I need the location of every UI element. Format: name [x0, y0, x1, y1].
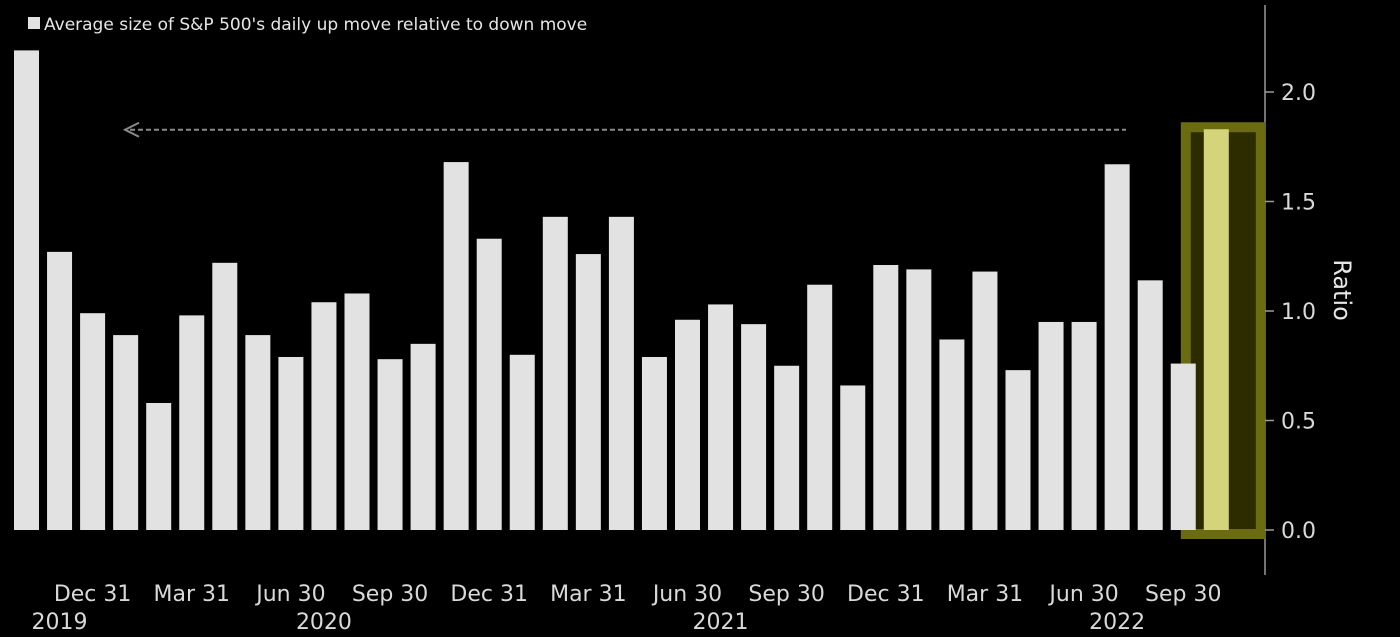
x-tick-label: Dec 31: [847, 582, 925, 607]
bar-21: [708, 304, 734, 530]
y-tick-label: 1.5: [1281, 191, 1316, 216]
bar-3: [113, 335, 139, 530]
year-label: 2022: [1089, 610, 1145, 635]
bar-28: [939, 339, 965, 530]
bar-10: [344, 293, 370, 530]
x-tick-label: Sep 30: [1145, 582, 1221, 607]
bar-12: [410, 343, 436, 530]
bar-20: [675, 319, 700, 530]
bar-17: [575, 254, 601, 530]
y-tick-label: 1.0: [1281, 300, 1316, 325]
bar-1: [47, 251, 73, 530]
bar-19: [641, 356, 667, 530]
x-axis-ticks: Dec 31 Mar 31 Jun 30 Sep 30 Dec 31 Mar 31 Jun …: [54, 582, 1222, 607]
bar-7: [245, 335, 271, 530]
x-tick-label: Jun 30: [651, 582, 722, 607]
bar-23: [774, 365, 800, 530]
year-label: 2019: [32, 610, 88, 635]
bar-0: [14, 50, 39, 530]
bar-13: [443, 162, 469, 530]
x-tick-label: Jun 30: [1047, 582, 1118, 607]
bar-8: [278, 356, 304, 530]
bar-6: [212, 262, 238, 530]
legend: Average size of S&P 500's daily up move …: [28, 15, 587, 35]
reference-arrow: [122, 121, 1126, 138]
x-tick-label: Dec 31: [450, 582, 528, 607]
reference-arrowhead: [122, 121, 140, 138]
x-axis-years: 2019 2020 2021 2022: [32, 610, 1146, 635]
x-tick-label: Mar 31: [550, 582, 627, 607]
legend-swatch: [28, 17, 40, 29]
y-axis-ticks: 0.0 0.5 1.0 1.5 2.0: [1265, 81, 1316, 544]
bar-18: [608, 216, 634, 530]
bar-29: [972, 271, 998, 530]
x-tick-label: Sep 30: [352, 582, 428, 607]
x-tick-label: Dec 31: [54, 582, 132, 607]
bar-16: [542, 216, 568, 530]
bar-30: [1005, 370, 1031, 530]
x-tick-label: Jun 30: [254, 582, 325, 607]
bar-26: [873, 265, 899, 530]
bar-11: [377, 359, 403, 530]
x-tick-label: Sep 30: [748, 582, 824, 607]
year-label: 2020: [296, 610, 352, 635]
bar-22: [741, 324, 767, 530]
x-tick-label: Mar 31: [947, 582, 1024, 607]
year-label: 2021: [693, 610, 749, 635]
bar-35: [1170, 363, 1196, 530]
bar-32: [1071, 321, 1097, 530]
bar-25: [840, 385, 866, 530]
y-tick-label: 2.0: [1281, 81, 1316, 106]
bar-14: [476, 238, 502, 531]
bar-9: [311, 302, 337, 530]
bar-31: [1038, 321, 1064, 530]
y-axis-label: Ratio: [1328, 259, 1356, 321]
bar-34: [1137, 280, 1163, 530]
bars: [14, 50, 1229, 531]
y-tick-label: 0.5: [1281, 410, 1316, 435]
bar-5: [179, 315, 205, 530]
bar-24: [807, 284, 833, 530]
bar-15: [509, 354, 535, 530]
y-tick-label: 0.0: [1281, 519, 1316, 544]
bar-33: [1104, 164, 1130, 530]
bar-4: [146, 402, 172, 530]
bar-2: [80, 313, 106, 530]
bar-36: [1203, 129, 1229, 531]
x-tick-label: Mar 31: [154, 582, 231, 607]
bar-27: [906, 269, 932, 530]
legend-label: Average size of S&P 500's daily up move …: [44, 15, 587, 35]
